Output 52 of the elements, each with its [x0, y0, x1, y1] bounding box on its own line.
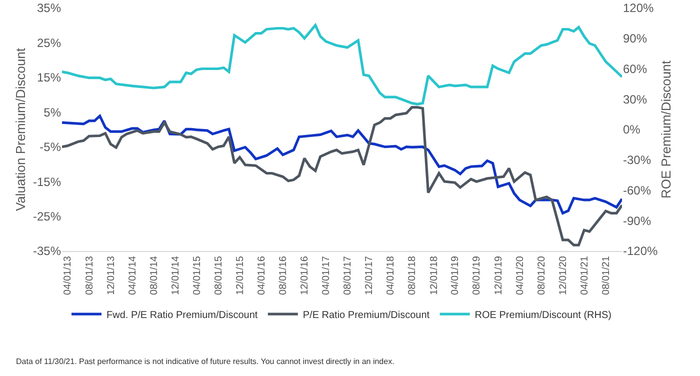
x-tick-label: 04/01/19	[450, 256, 462, 295]
x-tick-label: 12/01/17	[364, 256, 376, 295]
text: Data of 11/30/21. Past performance is not indicative of future results. You cannot invest directly in an index.	[16, 357, 394, 366]
y-tick-label: 35%	[36, 1, 62, 16]
x-tick-label: 12/01/13	[106, 256, 117, 295]
y-tick-label: -35%	[32, 244, 62, 258]
x-tick-label: 12/01/19	[493, 256, 504, 295]
x-tick-label: 04/01/20	[514, 256, 526, 295]
y2-tick-label: -30%	[623, 153, 652, 168]
y2-axis-title: ROE Premium/Discount	[658, 60, 674, 198]
x-tick-label: 12/01/20	[558, 256, 570, 295]
y2-tick-label: 120%	[623, 1, 654, 16]
y-axis-title: Valuation Premium/Discount	[12, 48, 28, 212]
y-tick-label: -5%	[40, 140, 62, 154]
y2-tick-label: -60%	[623, 183, 652, 198]
legend-label: ROE Premium/Discount (RHS)	[474, 310, 612, 321]
y-tick-label: -15%	[32, 174, 62, 189]
x-tick-label: 04/01/21	[579, 256, 590, 295]
x-tick-label: 08/01/20	[536, 256, 548, 295]
y2-tick-label: 0%	[623, 122, 641, 137]
x-tick-label: 12/01/18	[428, 256, 440, 295]
line-series	[62, 24, 622, 106]
x-tick-label: 08/01/16	[278, 256, 290, 295]
line-series	[62, 114, 622, 214]
x-tick-label: 08/01/17	[342, 256, 354, 295]
x-tick-label: 12/01/15	[234, 256, 246, 295]
x-tick-label: 08/01/14	[148, 256, 160, 295]
x-tick-label: 08/01/13	[84, 256, 96, 295]
line-series	[62, 106, 622, 246]
x-tick-label: 04/01/13	[62, 256, 74, 295]
x-tick-label: 08/01/21	[600, 256, 612, 295]
x-tick-label: 12/01/14	[170, 256, 182, 295]
x-tick-label: 08/01/18	[407, 256, 418, 295]
legend-label: Fwd. P/E Ratio Premium/Discount	[106, 310, 258, 321]
y2-tick-label: 90%	[623, 32, 648, 46]
x-tick-label: 04/01/15	[192, 256, 203, 295]
y2-tick-label: -120%	[623, 244, 658, 258]
x-tick-label: 08/01/19	[472, 256, 483, 295]
x-tick-label: 04/01/14	[127, 256, 138, 295]
x-tick-label: 04/01/18	[386, 256, 397, 295]
y-tick-label: -25%	[32, 209, 62, 224]
x-tick-label: 12/01/16	[300, 256, 311, 295]
y-tick-label: 25%	[36, 36, 62, 50]
y2-tick-label: 30%	[623, 92, 648, 106]
x-tick-label: 08/01/15	[213, 256, 224, 295]
y2-tick-label: -90%	[623, 214, 652, 228]
y-tick-label: 5%	[44, 105, 62, 120]
y2-tick-label: 60%	[623, 62, 648, 76]
legend-label: P/E Ratio Premium/Discount	[302, 310, 430, 321]
x-tick-label: 04/01/17	[321, 256, 332, 295]
y-tick-label: 15%	[36, 70, 62, 85]
x-tick-label: 04/01/16	[256, 256, 268, 295]
